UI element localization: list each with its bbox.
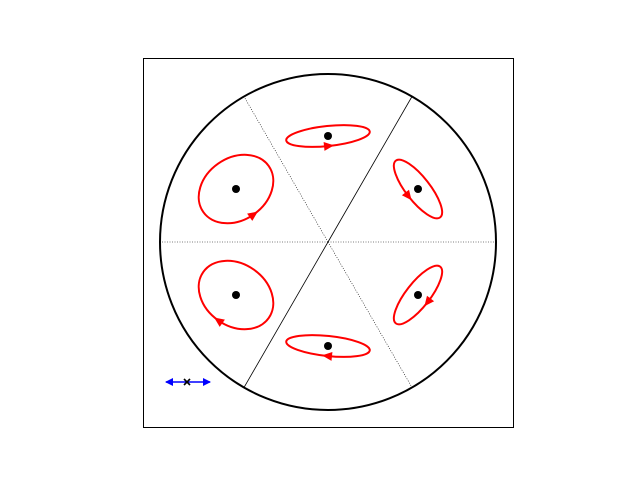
- center-dot-lower-left: [232, 291, 240, 299]
- ellipse-lower-right: [386, 259, 449, 331]
- plot-frame: [144, 59, 514, 428]
- ellipse-direction-arrow-lower-left: [214, 318, 225, 327]
- ellipse-direction-arrow-lower-right: [424, 296, 434, 307]
- ellipse-upper-left: [185, 141, 286, 238]
- ellipse-lower-center: [285, 332, 371, 361]
- center-dot-lower-center: [324, 342, 332, 350]
- ellipse-upper-center: [285, 122, 371, 151]
- sector-divider-solid-1: [328, 97, 412, 242]
- center-dot-lower-right: [414, 291, 422, 299]
- sector-divider-dotted-2: [244, 97, 328, 242]
- center-dot-upper-left: [232, 185, 240, 193]
- ellipse-lower-left: [185, 247, 286, 344]
- ellipse-direction-arrow-upper-right: [402, 190, 412, 201]
- ellipse-group: [185, 122, 449, 361]
- polarization-legend: [166, 379, 210, 385]
- center-dot-upper-right: [414, 185, 422, 193]
- sector-divider-dotted-5: [328, 242, 412, 387]
- center-dot-upper-center: [324, 132, 332, 140]
- ellipse-direction-arrow-upper-left: [247, 212, 258, 221]
- sector-divider-solid-4: [244, 242, 328, 387]
- ellipse-upper-right: [386, 153, 449, 225]
